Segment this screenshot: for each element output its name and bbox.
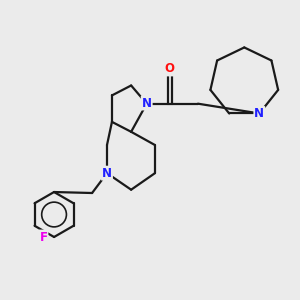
Text: F: F (40, 230, 47, 244)
Text: N: N (102, 167, 112, 180)
Text: N: N (254, 107, 264, 120)
Text: O: O (165, 62, 175, 75)
Text: N: N (142, 97, 152, 110)
